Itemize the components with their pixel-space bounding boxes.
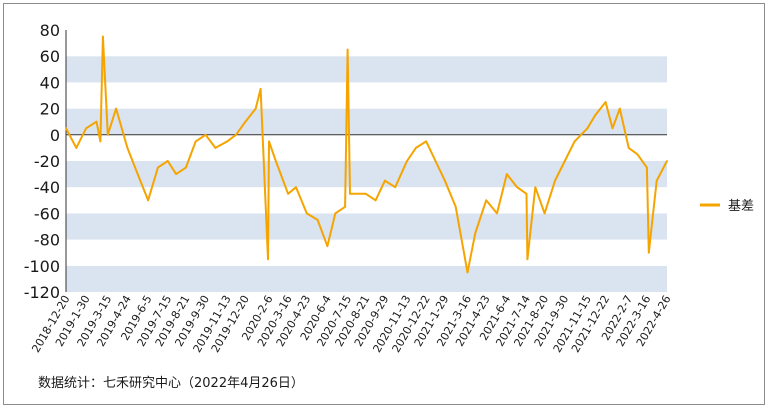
data-point [485, 199, 488, 202]
y-tick-label: -60 [34, 204, 60, 223]
data-point [344, 205, 347, 208]
data-point [147, 199, 149, 202]
data-point [267, 258, 269, 261]
data-point [346, 48, 349, 51]
y-tick-label: -40 [34, 178, 60, 197]
y-tick-label: 40 [40, 73, 60, 92]
y-tick-label: 80 [40, 21, 60, 40]
data-point [474, 232, 477, 234]
data-point [274, 160, 277, 162]
data-point [316, 219, 319, 221]
data-point [374, 199, 377, 202]
data-point [295, 186, 297, 189]
data-point [414, 147, 417, 149]
data-point [384, 179, 386, 182]
data-point [65, 127, 67, 130]
data-point [175, 173, 177, 176]
data-point [645, 166, 648, 169]
data-point [287, 192, 290, 195]
y-tick-label: -20 [34, 152, 60, 171]
data-point [254, 107, 257, 110]
data-point [126, 147, 129, 149]
grid-band [66, 30, 667, 57]
grid-band [66, 161, 667, 188]
grid-band [66, 265, 667, 292]
data-point [115, 107, 118, 110]
y-tick-label: -120 [24, 283, 60, 302]
data-point [75, 147, 78, 149]
data-point [259, 88, 262, 90]
data-point [611, 127, 614, 130]
y-tick-label: -80 [34, 231, 60, 250]
data-point [136, 173, 139, 176]
y-tick-label: 20 [40, 100, 60, 119]
data-point [364, 192, 367, 195]
data-point [85, 127, 88, 130]
data-point [99, 140, 102, 143]
data-point [326, 245, 329, 248]
source-note: 数据统计：七禾研究中心（2022年4月26日） [38, 376, 304, 391]
data-point [466, 271, 469, 274]
data-point [554, 179, 556, 182]
data-point [636, 153, 639, 156]
y-tick-label: 60 [40, 47, 60, 66]
grid-band [66, 82, 667, 109]
data-point [106, 133, 109, 136]
data-point [434, 160, 437, 162]
data-point [563, 160, 566, 162]
grid-band [66, 56, 667, 83]
data-point [573, 140, 576, 143]
data-point [594, 114, 597, 117]
grid-band [66, 187, 667, 214]
data-point [443, 179, 446, 182]
grid-band [66, 239, 667, 266]
data-point [349, 192, 351, 195]
data-point [525, 192, 528, 195]
data-point [666, 160, 668, 162]
data-point [394, 186, 397, 189]
data-point [95, 120, 98, 123]
data-point [534, 186, 537, 189]
data-point [185, 166, 187, 169]
data-point [655, 179, 658, 182]
data-point [618, 107, 621, 110]
legend-label: 基差 [728, 199, 754, 214]
data-point [543, 212, 546, 215]
data-point [604, 101, 607, 103]
data-point [244, 120, 247, 123]
data-point [101, 35, 104, 38]
data-point [454, 205, 457, 208]
data-point [226, 140, 229, 143]
data-point [268, 140, 270, 143]
data-point [156, 166, 159, 169]
data-point [406, 160, 408, 162]
data-point [214, 147, 217, 149]
data-point [526, 258, 529, 261]
data-point [166, 160, 169, 162]
data-point [496, 212, 498, 215]
data-point [586, 127, 589, 130]
data-point [334, 212, 337, 215]
grid-band [66, 108, 667, 135]
data-point [647, 251, 650, 254]
data-point [505, 173, 508, 176]
grid-band [66, 213, 667, 240]
data-point [516, 186, 519, 189]
y-tick-label: -100 [24, 257, 60, 276]
y-tick-label: 0 [50, 126, 60, 145]
data-point [194, 140, 197, 143]
data-point [305, 212, 308, 215]
data-point [204, 133, 207, 136]
data-point [425, 140, 428, 143]
data-point [627, 147, 630, 149]
data-point [235, 133, 237, 136]
